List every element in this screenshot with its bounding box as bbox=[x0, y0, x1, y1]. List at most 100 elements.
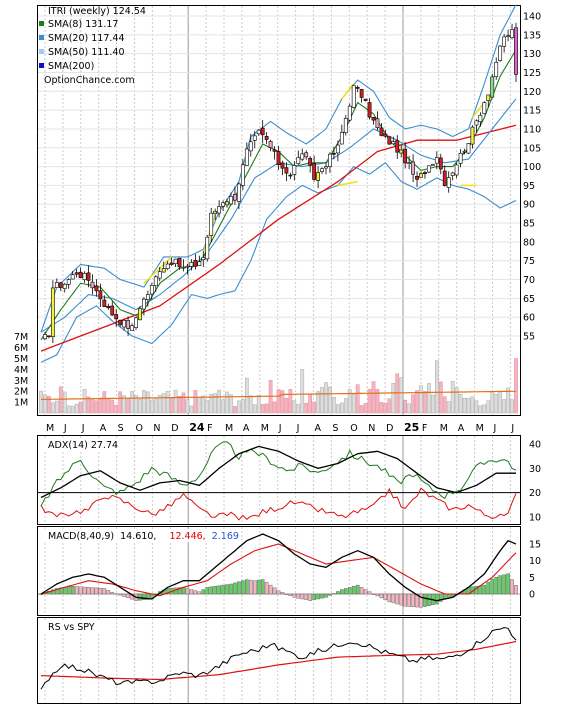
price-tick-label: 90 bbox=[523, 200, 535, 211]
candle-body bbox=[450, 172, 455, 176]
candle-body bbox=[296, 157, 301, 164]
volume-bar bbox=[221, 399, 225, 414]
macd-histogram-bar bbox=[419, 593, 423, 608]
macd-histogram-bar bbox=[514, 585, 518, 595]
macd-histogram-bar bbox=[181, 587, 186, 595]
macd-histogram-bar bbox=[379, 593, 384, 599]
adx-panel-frame bbox=[37, 435, 521, 525]
volume-bar bbox=[241, 398, 245, 414]
candle-body bbox=[403, 148, 408, 164]
macd-histogram-bar bbox=[130, 593, 134, 600]
candle-body bbox=[248, 141, 253, 152]
candle-body bbox=[482, 102, 487, 115]
macd-histogram-bar bbox=[340, 589, 344, 595]
macd-histogram-bar bbox=[435, 593, 439, 605]
macd-panel-frame bbox=[37, 526, 521, 616]
x-tick-label: O bbox=[136, 423, 143, 434]
candle-body bbox=[359, 89, 364, 98]
candle-body bbox=[82, 273, 87, 281]
candle-body bbox=[221, 202, 225, 207]
price-tick-label: 70 bbox=[523, 275, 535, 286]
volume-bar bbox=[86, 396, 91, 414]
price-tick-label: 60 bbox=[523, 313, 535, 324]
macd-title: MACD(8,40,9) 14.610, 12.446, 2.169 bbox=[48, 531, 239, 542]
candle-body bbox=[62, 284, 67, 289]
volume-bar bbox=[442, 396, 447, 414]
candle-body bbox=[276, 151, 281, 165]
macd-histogram-bar bbox=[106, 590, 111, 595]
volume-bar bbox=[438, 381, 443, 414]
volume-bar bbox=[157, 394, 162, 414]
macd-histogram-bar bbox=[221, 584, 225, 595]
candle-body bbox=[419, 173, 423, 178]
volume-bar bbox=[209, 393, 214, 414]
volume-bar bbox=[514, 358, 518, 414]
volume-bar bbox=[47, 395, 51, 414]
volume-bar bbox=[498, 390, 503, 414]
macd-histogram-bar bbox=[217, 585, 221, 595]
grid-layer bbox=[38, 6, 520, 703]
price-legend: ITRI (weekly) 124.54 SMA(8) 131.17 SMA(2… bbox=[39, 6, 146, 86]
volume-bar bbox=[332, 397, 336, 414]
volume-bar bbox=[280, 390, 285, 414]
macd-histogram-bar bbox=[395, 593, 400, 605]
candle-body bbox=[252, 135, 257, 141]
volume-bar bbox=[185, 399, 190, 414]
volume-bar bbox=[51, 402, 55, 414]
candle-body bbox=[427, 165, 431, 173]
x-tick-label: J bbox=[510, 423, 514, 434]
volume-bar bbox=[213, 393, 218, 414]
macd-histogram-bar bbox=[383, 593, 388, 601]
volume-bar bbox=[134, 395, 138, 414]
macd-histogram-bar bbox=[308, 593, 312, 601]
volume-bar bbox=[252, 404, 257, 414]
volume-bar bbox=[110, 399, 115, 414]
volume-bar bbox=[391, 383, 396, 414]
price-tick-label: 55 bbox=[523, 332, 535, 343]
candle-body bbox=[316, 172, 320, 181]
rs-title: RS vs SPY bbox=[48, 622, 95, 633]
volume-bar bbox=[324, 382, 328, 414]
macd-tick-label: 15 bbox=[529, 540, 541, 551]
signal-value: 12.446, bbox=[169, 531, 205, 542]
candle-body bbox=[264, 135, 269, 140]
macd-histogram-bar bbox=[229, 583, 233, 595]
rs-line bbox=[40, 627, 517, 690]
volume-bar bbox=[138, 399, 142, 414]
volume-bar bbox=[312, 401, 316, 414]
volume-bar bbox=[205, 400, 210, 414]
macd-histogram-bar bbox=[142, 593, 146, 601]
macd-histogram-bar bbox=[415, 593, 419, 608]
macd-histogram-bar bbox=[66, 586, 71, 595]
volume-bar bbox=[458, 394, 463, 414]
candle-body bbox=[94, 285, 99, 292]
macd-histogram-bar bbox=[51, 589, 55, 595]
volume-bar bbox=[490, 390, 495, 414]
volume-bars bbox=[39, 358, 518, 414]
macd-histogram-bar bbox=[438, 593, 443, 602]
macd-histogram-bar bbox=[355, 584, 360, 595]
x-tick-label: M bbox=[440, 423, 448, 434]
price-tick-label: 85 bbox=[523, 219, 535, 230]
legend-sma50: SMA(50) 111.40 bbox=[48, 47, 125, 58]
candle-body bbox=[510, 29, 514, 38]
candle-body bbox=[446, 177, 451, 188]
volume-bar bbox=[304, 403, 309, 414]
volume-bar bbox=[328, 386, 332, 414]
volume-bar bbox=[482, 404, 487, 414]
rs-lines bbox=[40, 627, 517, 690]
volume-bar bbox=[217, 389, 221, 414]
volume-bar bbox=[351, 394, 356, 414]
volume-bar bbox=[466, 397, 471, 414]
volume-bar bbox=[336, 404, 340, 414]
volume-bar bbox=[510, 399, 514, 414]
volume-bar bbox=[343, 398, 348, 414]
volume-tick-label: 1M bbox=[14, 398, 28, 409]
macd-histogram-bar bbox=[391, 593, 396, 604]
price-title: ITRI (weekly) 124.54 bbox=[48, 6, 146, 17]
volume-bar bbox=[300, 369, 305, 414]
macd-histogram-bar bbox=[486, 581, 491, 595]
x-tick-label: A bbox=[458, 423, 465, 434]
macd-histogram-bar bbox=[237, 581, 241, 595]
macd-title-box bbox=[39, 529, 239, 542]
